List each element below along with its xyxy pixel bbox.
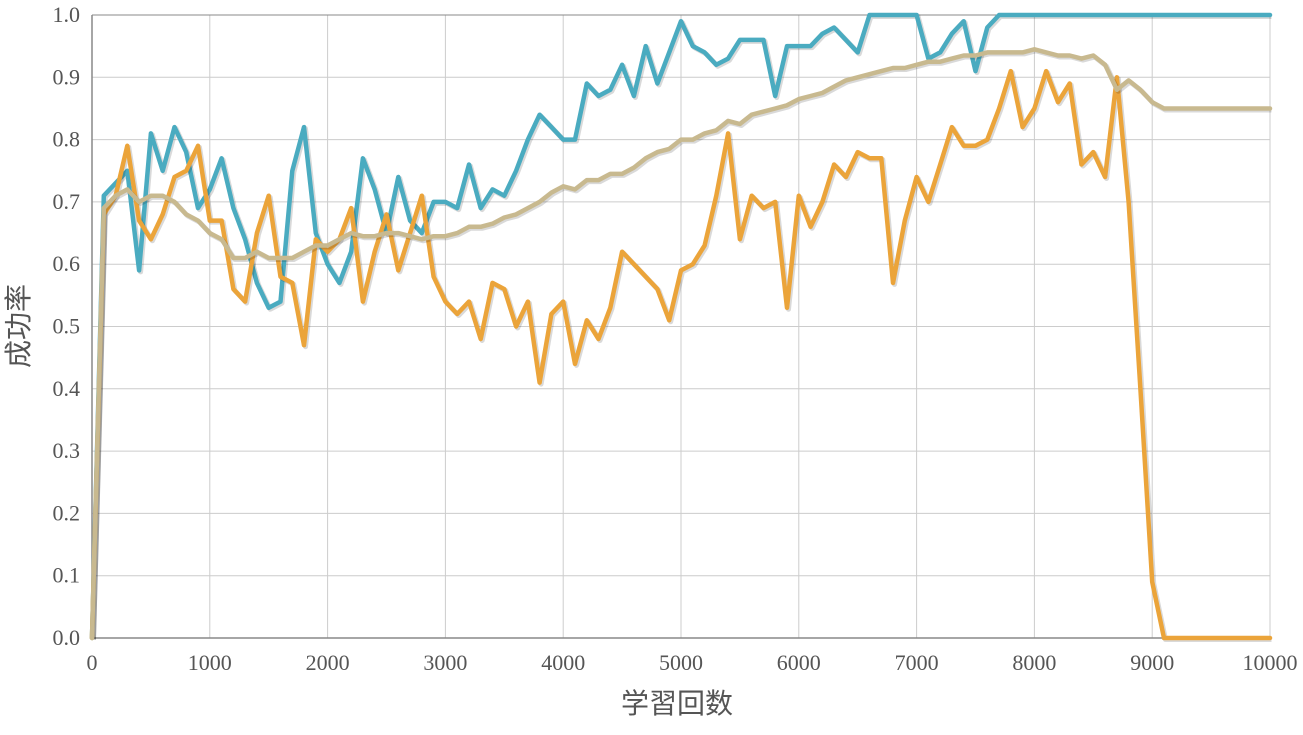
x-tick-label: 5000 — [659, 650, 703, 675]
series-line-orange — [89, 68, 1273, 641]
y-tick-label: 0.7 — [53, 189, 81, 214]
x-tick-label: 6000 — [777, 650, 821, 675]
y-tick-label: 0.2 — [53, 500, 81, 525]
grid — [91, 14, 1271, 639]
tick-labels: 0 1000 2000 3000 4000 5000 6000 7000 8000 9000 100… — [53, 2, 1298, 675]
x-tick-label: 8000 — [1012, 650, 1056, 675]
y-tick-label: 0.0 — [53, 625, 81, 650]
x-tick-label: 2000 — [306, 650, 350, 675]
y-tick-label: 0.3 — [53, 438, 81, 463]
y-tick-label: 0.5 — [53, 314, 81, 339]
x-tick-label: 10000 — [1243, 650, 1298, 675]
x-tick-label: 0 — [87, 650, 98, 675]
y-tick-label: 0.4 — [53, 376, 81, 401]
y-tick-label: 0.8 — [53, 127, 81, 152]
series-lines — [89, 12, 1273, 642]
x-tick-label: 1000 — [188, 650, 232, 675]
series-line-blue-shadow — [91, 14, 1272, 640]
series-line-tan — [89, 47, 1273, 641]
y-axis-label: 成功率 — [2, 284, 35, 368]
x-tick-label: 4000 — [541, 650, 585, 675]
y-tick-label: 0.1 — [53, 563, 81, 588]
x-tick-label: 9000 — [1130, 650, 1174, 675]
y-tick-label: 1.0 — [53, 2, 81, 27]
x-tick-label: 3000 — [423, 650, 467, 675]
x-axis-label: 学習回数 — [621, 687, 733, 720]
y-tick-label: 0.6 — [53, 251, 81, 276]
y-tick-label: 0.9 — [53, 64, 81, 89]
x-tick-label: 7000 — [895, 650, 939, 675]
